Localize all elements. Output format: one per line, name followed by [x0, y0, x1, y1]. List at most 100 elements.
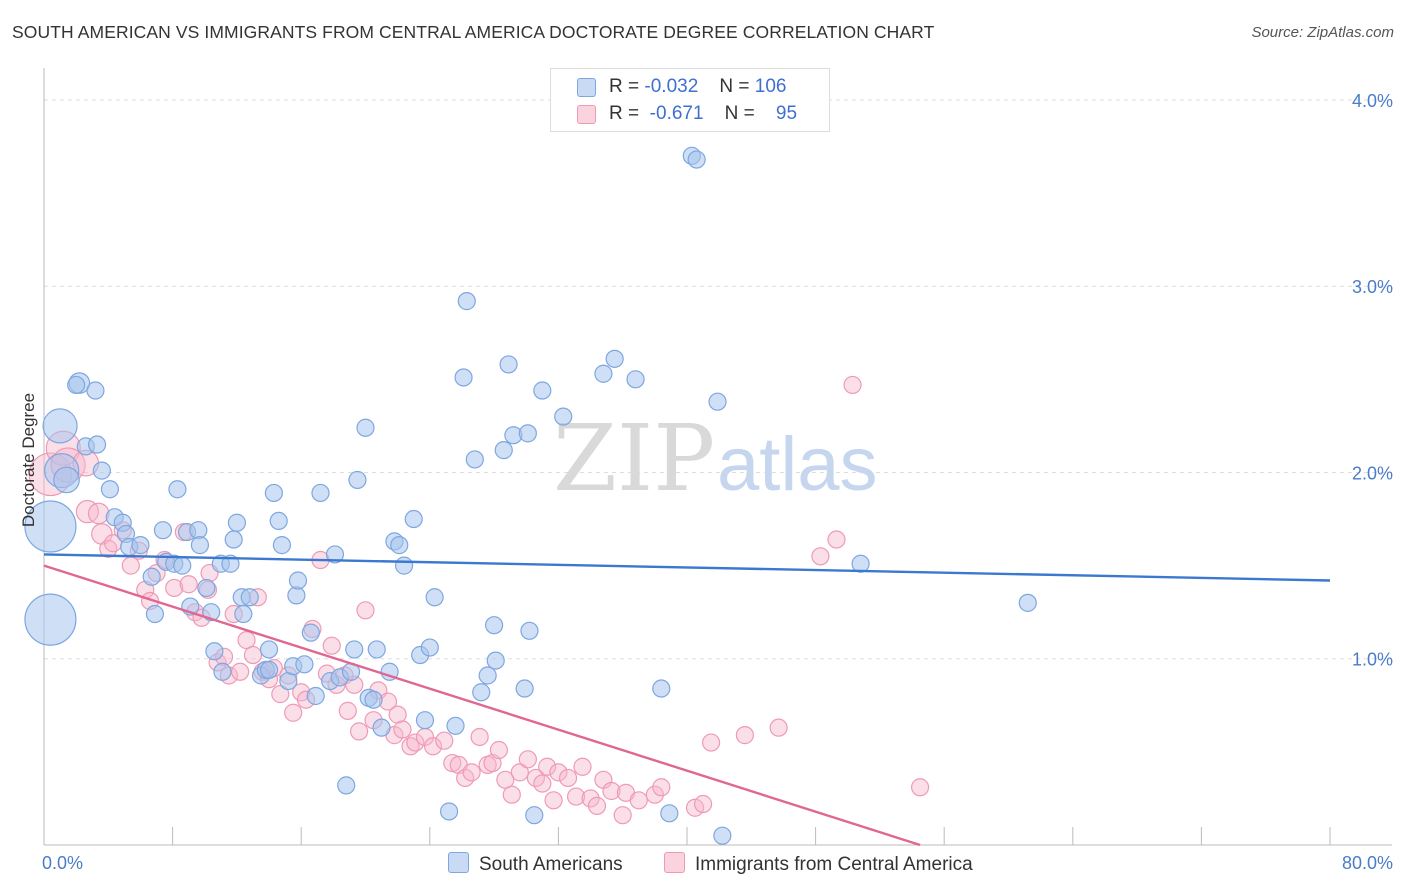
central-america-point-77 [558, 768, 578, 788]
south-american-point-93 [594, 364, 613, 383]
grid-lines [44, 99, 1392, 660]
south-american-point-84 [494, 441, 513, 460]
central-america-point-70 [510, 763, 529, 782]
south-american-point-78 [457, 292, 476, 311]
south-american-point-53 [311, 483, 330, 503]
r-label: R = [609, 76, 640, 97]
central-america-point-71 [518, 750, 537, 769]
central-america-point-97 [910, 778, 930, 797]
central-america-point-76 [549, 763, 568, 782]
legend-item-central-america[interactable]: Immigrants from Central America [664, 852, 973, 876]
south-american-point-50 [295, 655, 314, 674]
south-american-point-76 [446, 716, 465, 735]
south-american-point-57 [337, 776, 356, 795]
watermark-atlas: atlas [717, 422, 878, 507]
south-american-point-0 [24, 593, 77, 646]
south-american-point-45 [272, 536, 292, 555]
legend-item-south-americans[interactable]: South Americans [448, 852, 623, 876]
south-american-point-60 [348, 470, 367, 490]
south-american-point-101 [713, 826, 732, 845]
swatch-central-america [577, 105, 596, 124]
south-american-point-41 [259, 640, 279, 659]
legend-swatch-south-americans [448, 852, 469, 873]
legend-label: Immigrants from Central America [695, 854, 973, 875]
central-america-point-5 [87, 502, 110, 525]
south-american-point-20 [153, 521, 173, 540]
central-america-point-56 [406, 733, 425, 752]
south-american-point-63 [364, 690, 383, 709]
south-american-point-61 [356, 418, 375, 437]
south-american-point-82 [485, 616, 504, 635]
legend-swatch-central-america [664, 852, 685, 873]
south-american-point-35 [227, 513, 246, 532]
south-american-point-77 [454, 368, 473, 387]
swatch-south-americans [577, 78, 596, 97]
south-american-point-31 [213, 662, 232, 681]
central-america-point-54 [393, 720, 412, 739]
central-america-point-73 [533, 774, 552, 793]
central-america-point-67 [489, 740, 509, 760]
r-label: R = [609, 103, 640, 124]
south-american-point-102 [851, 554, 870, 573]
trend-lines [43, 553, 1331, 847]
south-american-point-21 [168, 480, 187, 499]
central-america-point-93 [769, 718, 788, 737]
south-american-point-92 [554, 407, 573, 426]
central-america-point-45 [338, 701, 357, 720]
south-american-point-38 [240, 588, 259, 607]
central-america-point-81 [587, 796, 607, 815]
south-american-point-55 [325, 545, 345, 564]
central-america-point-90 [693, 794, 713, 814]
south-american-point-28 [197, 578, 216, 598]
south-american-point-69 [394, 556, 414, 575]
south-american-point-81 [478, 666, 497, 685]
y-tick-label-3: 4.0% [1352, 91, 1393, 111]
south-american-point-18 [145, 604, 165, 624]
central-america-point-83 [602, 781, 621, 801]
south-american-point-9 [87, 435, 107, 454]
south-american-point-75 [439, 802, 459, 821]
central-america-point-84 [613, 806, 632, 825]
central-america-point-42 [322, 636, 341, 655]
south-american-point-23 [173, 556, 192, 575]
central-america-point-7 [99, 539, 118, 558]
south-american-point-88 [518, 424, 537, 443]
n-label: N = [719, 76, 750, 97]
watermark: ZIP atlas [553, 405, 878, 512]
south-american-point-87 [515, 679, 534, 698]
central-america-point-36 [284, 703, 303, 722]
central-america-point-47 [349, 722, 369, 741]
south-american-point-10 [92, 461, 111, 480]
watermark-zip: ZIP [553, 405, 715, 512]
central-america-point-78 [566, 787, 586, 806]
central-america-point-87 [645, 785, 664, 804]
south-american-point-94 [605, 349, 624, 368]
south-american-point-34 [224, 530, 243, 549]
central-america-point-18 [179, 575, 198, 594]
south-american-point-17 [142, 567, 161, 586]
central-america-point-79 [573, 757, 592, 776]
y-tick-label-0: 1.0% [1352, 650, 1393, 670]
south-american-point-1 [24, 500, 77, 553]
south-american-point-80 [472, 683, 491, 702]
tick-labels: 1.0% 2.0% 3.0% 4.0% 0.0% 80.0% [42, 91, 1393, 873]
central-america-point-74 [538, 757, 557, 776]
south-american-point-49 [288, 571, 308, 590]
n-label: N = [724, 103, 755, 124]
south-american-point-73 [420, 638, 439, 657]
south-american-point-74 [425, 588, 444, 607]
central-america-point-60 [443, 753, 462, 773]
source-credit: Source: ZipAtlas.com [1251, 24, 1394, 41]
south-american-point-79 [465, 450, 484, 469]
central-america-point-75 [544, 791, 563, 810]
central-america-point-59 [435, 731, 454, 750]
central-america-point-92 [735, 726, 754, 745]
south-american-point-37 [234, 604, 253, 624]
axes [43, 68, 1392, 846]
south-american-point-72 [415, 711, 435, 730]
south-american-point-83 [486, 651, 505, 670]
south-american-point-90 [525, 806, 544, 825]
south-american-point-11 [100, 480, 120, 499]
south-american-point-96 [652, 679, 671, 698]
